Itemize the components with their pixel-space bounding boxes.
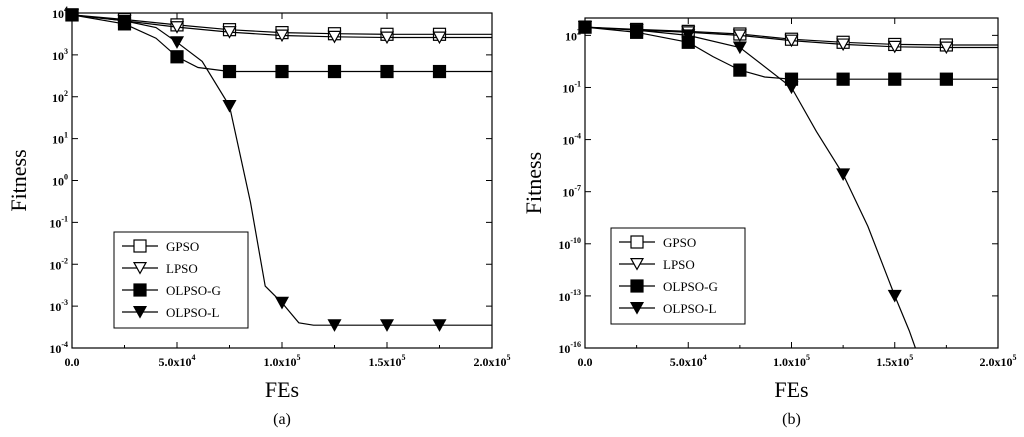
data-point: [117, 14, 132, 28]
x-tick-label: 2.0x105: [474, 353, 511, 369]
data-point: [274, 296, 290, 310]
y-tick-label: 10-4: [49, 340, 68, 356]
data-point: [836, 38, 851, 52]
data-point: [784, 81, 799, 95]
data-point: [887, 40, 902, 54]
x-tick-label: 1.5x105: [876, 353, 913, 369]
data-point: [327, 30, 342, 44]
series-line-olpso-l: [585, 26, 916, 348]
data-point: [836, 168, 851, 181]
series-line-olpso-g: [585, 26, 998, 80]
data-point: [432, 31, 447, 45]
y-tick-label: 10-16: [558, 340, 581, 356]
x-tick-label: 0.0: [65, 355, 80, 369]
y-tick-label: 100: [52, 173, 68, 189]
data-point: [939, 72, 953, 86]
x-axis-title: FEs: [774, 377, 808, 402]
x-axis-title: FEs: [265, 377, 299, 402]
data-point: [836, 72, 850, 86]
legend-marker: [132, 262, 148, 275]
x-tick-label: 2.0x105: [980, 353, 1017, 369]
chart-panel-a: 0.0 5.0x104 1.0x105 1.5x105 2.0x105 10-4 10-3 1…: [6, 5, 511, 428]
data-point: [732, 41, 747, 55]
data-point: [629, 24, 644, 37]
legend-marker: [630, 279, 644, 293]
data-point: [379, 31, 395, 45]
data-point: [888, 72, 902, 86]
legend-label: GPSO: [663, 235, 696, 250]
legend-label: LPSO: [166, 261, 198, 276]
legend-label: OLPSO-L: [663, 301, 717, 316]
y-tick-label: 10-13: [558, 288, 581, 304]
x-tick-label: 0.0: [578, 355, 593, 369]
series-line-olpso-l: [72, 14, 492, 326]
data-point: [887, 289, 902, 303]
data-point: [733, 63, 747, 77]
data-point: [170, 50, 184, 64]
legend-marker: [132, 306, 148, 319]
panel-label: (a): [273, 411, 291, 428]
data-point: [64, 8, 80, 22]
y-tick-label: 10-10: [558, 236, 581, 252]
data-point: [169, 21, 185, 34]
panel-label: (b): [782, 411, 801, 428]
x-tick-label: 1.0x105: [264, 353, 301, 369]
data-point: [275, 64, 289, 79]
data-point: [432, 64, 447, 79]
legend-label: OLPSO-G: [663, 279, 718, 294]
legend-marker: [133, 283, 147, 297]
y-tick-label: 10-7: [562, 184, 581, 200]
legend-label: OLPSO-G: [166, 283, 221, 298]
legend-label: GPSO: [166, 239, 199, 254]
data-point: [327, 64, 342, 79]
x-tick-label: 1.0x105: [773, 353, 810, 369]
data-point: [274, 29, 290, 43]
y-tick-label: 102: [52, 89, 68, 105]
y-tick-label: 101: [52, 131, 68, 147]
x-tick-label: 5.0x104: [159, 353, 196, 369]
y-tick-label: 103: [52, 47, 68, 63]
legend-label: LPSO: [663, 257, 695, 272]
data-point: [169, 36, 185, 49]
data-point: [939, 41, 954, 55]
data-point: [380, 64, 394, 79]
data-point: [784, 34, 799, 48]
legend: GPSO LPSO OLPSO-G OLPSO-L: [113, 231, 249, 329]
legend-marker: [629, 258, 645, 271]
y-tick-label: 10-4: [562, 132, 581, 148]
data-point: [732, 29, 747, 43]
y-axis-title: Fitness: [521, 152, 546, 214]
y-tick-label: 10-1: [562, 79, 581, 95]
data-point: [432, 319, 447, 332]
data-point: [327, 319, 342, 332]
legend-marker: [629, 302, 645, 315]
data-point: [222, 64, 237, 79]
chart-panel-b: 0.0 5.0x104 1.0x105 1.5x105 2.0x105 10-16 10-1…: [521, 17, 1017, 428]
y-tick-label: 10-3: [49, 298, 68, 314]
data-point: [681, 29, 696, 43]
x-tick-label: 1.5x105: [369, 353, 406, 369]
y-axis-title: Fitness: [6, 149, 31, 211]
data-point: [222, 100, 237, 113]
data-point: [577, 21, 593, 34]
x-tick-label: 5.0x104: [670, 353, 707, 369]
legend-marker: [133, 239, 147, 253]
y-tick-label: 10-2: [49, 256, 68, 272]
legend: GPSO LPSO OLPSO-G OLPSO-L: [610, 227, 746, 325]
data-point: [379, 319, 395, 332]
legend-marker: [630, 235, 644, 249]
legend-label: OLPSO-L: [166, 305, 220, 320]
data-point: [222, 26, 237, 39]
y-tick-label: 10-1: [49, 214, 68, 230]
